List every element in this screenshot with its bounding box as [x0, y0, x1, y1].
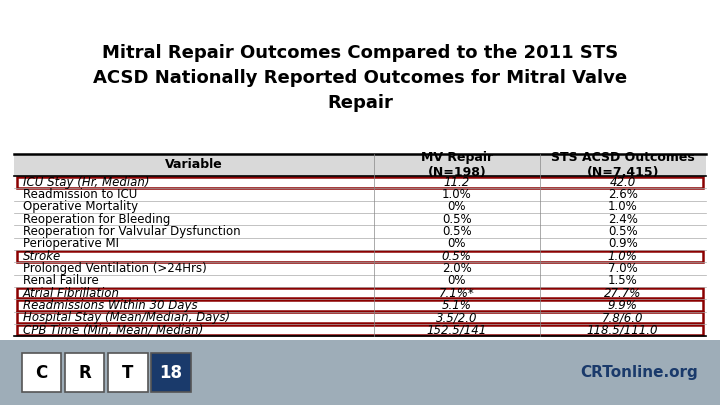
Bar	[17, 312, 703, 323]
Text: 9.9%: 9.9%	[608, 299, 638, 312]
Text: 0.5%: 0.5%	[442, 213, 472, 226]
Text: T: T	[122, 364, 133, 382]
Text: 2.6%: 2.6%	[608, 188, 638, 201]
Text: 7.8/6.0: 7.8/6.0	[602, 311, 644, 324]
Text: R: R	[78, 364, 91, 382]
Bar	[17, 324, 703, 335]
Bar	[14, 154, 706, 176]
Text: 5.1%: 5.1%	[442, 299, 472, 312]
Text: 27.7%: 27.7%	[604, 287, 642, 300]
Text: 0%: 0%	[448, 200, 466, 213]
Text: ICU Stay (Hr, Median): ICU Stay (Hr, Median)	[23, 176, 149, 189]
Text: Stroke: Stroke	[23, 249, 61, 262]
Text: Perioperative MI: Perioperative MI	[23, 237, 119, 250]
Text: 0.5%: 0.5%	[442, 249, 472, 262]
Text: CPB Time (Min, Mean/ Median): CPB Time (Min, Mean/ Median)	[23, 324, 203, 337]
Bar	[17, 288, 703, 298]
Text: 42.0: 42.0	[610, 176, 636, 189]
Text: Variable: Variable	[165, 158, 223, 171]
Text: STS ACSD Outcomes
(N=7,415): STS ACSD Outcomes (N=7,415)	[551, 151, 695, 179]
Text: 152.5/141: 152.5/141	[427, 324, 487, 337]
Text: MV Repair
(N=198): MV Repair (N=198)	[420, 151, 492, 179]
Text: Renal Failure: Renal Failure	[23, 274, 99, 287]
Text: 1.5%: 1.5%	[608, 274, 637, 287]
Text: Reoperation for Valvular Dysfunction: Reoperation for Valvular Dysfunction	[23, 225, 240, 238]
Bar	[65, 353, 104, 392]
Text: 1.0%: 1.0%	[608, 200, 637, 213]
Text: Mitral Repair Outcomes Compared to the 2011 STS
ACSD Nationally Reported Outcome: Mitral Repair Outcomes Compared to the 2…	[93, 44, 627, 112]
Text: 11.2: 11.2	[444, 176, 470, 189]
Text: 0.9%: 0.9%	[608, 237, 637, 250]
Text: 1.0%: 1.0%	[442, 188, 472, 201]
Text: Prolonged Ventilation (>24Hrs): Prolonged Ventilation (>24Hrs)	[23, 262, 207, 275]
Text: C: C	[35, 364, 48, 382]
Text: 2.4%: 2.4%	[608, 213, 638, 226]
Bar	[151, 353, 191, 392]
Bar	[17, 300, 703, 311]
Text: 3.5/2.0: 3.5/2.0	[436, 311, 477, 324]
Bar	[17, 177, 703, 188]
Text: 18: 18	[160, 364, 182, 382]
Text: Operative Mortality: Operative Mortality	[23, 200, 138, 213]
Text: 0.5%: 0.5%	[608, 225, 637, 238]
Text: 7.1%*: 7.1%*	[439, 287, 474, 300]
Text: 0%: 0%	[448, 237, 466, 250]
Text: Hospital Stay (Mean/Median, Days): Hospital Stay (Mean/Median, Days)	[23, 311, 230, 324]
Bar	[22, 353, 61, 392]
Text: 7.0%: 7.0%	[608, 262, 637, 275]
Text: CRTonline.org: CRTonline.org	[580, 365, 698, 380]
Text: Reoperation for Bleeding: Reoperation for Bleeding	[23, 213, 170, 226]
Text: Atrial Fibrillation: Atrial Fibrillation	[23, 287, 120, 300]
Text: 2.0%: 2.0%	[442, 262, 472, 275]
Text: 0.5%: 0.5%	[442, 225, 472, 238]
Bar	[108, 353, 148, 392]
Text: Readmission to ICU: Readmission to ICU	[23, 188, 137, 201]
Text: Readmissions Within 30 Days: Readmissions Within 30 Days	[23, 299, 197, 312]
Text: 0%: 0%	[448, 274, 466, 287]
Text: 1.0%: 1.0%	[608, 249, 638, 262]
Text: 118.5/111.0: 118.5/111.0	[587, 324, 658, 337]
Bar	[17, 251, 703, 262]
